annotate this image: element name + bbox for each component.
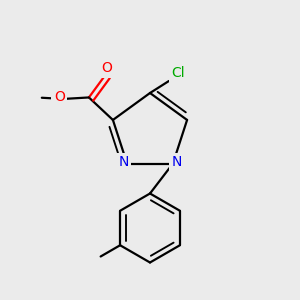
Text: N: N [118,155,129,169]
Text: N: N [171,155,182,169]
Text: Cl: Cl [172,67,185,80]
Text: O: O [101,61,112,75]
Text: O: O [54,90,64,104]
